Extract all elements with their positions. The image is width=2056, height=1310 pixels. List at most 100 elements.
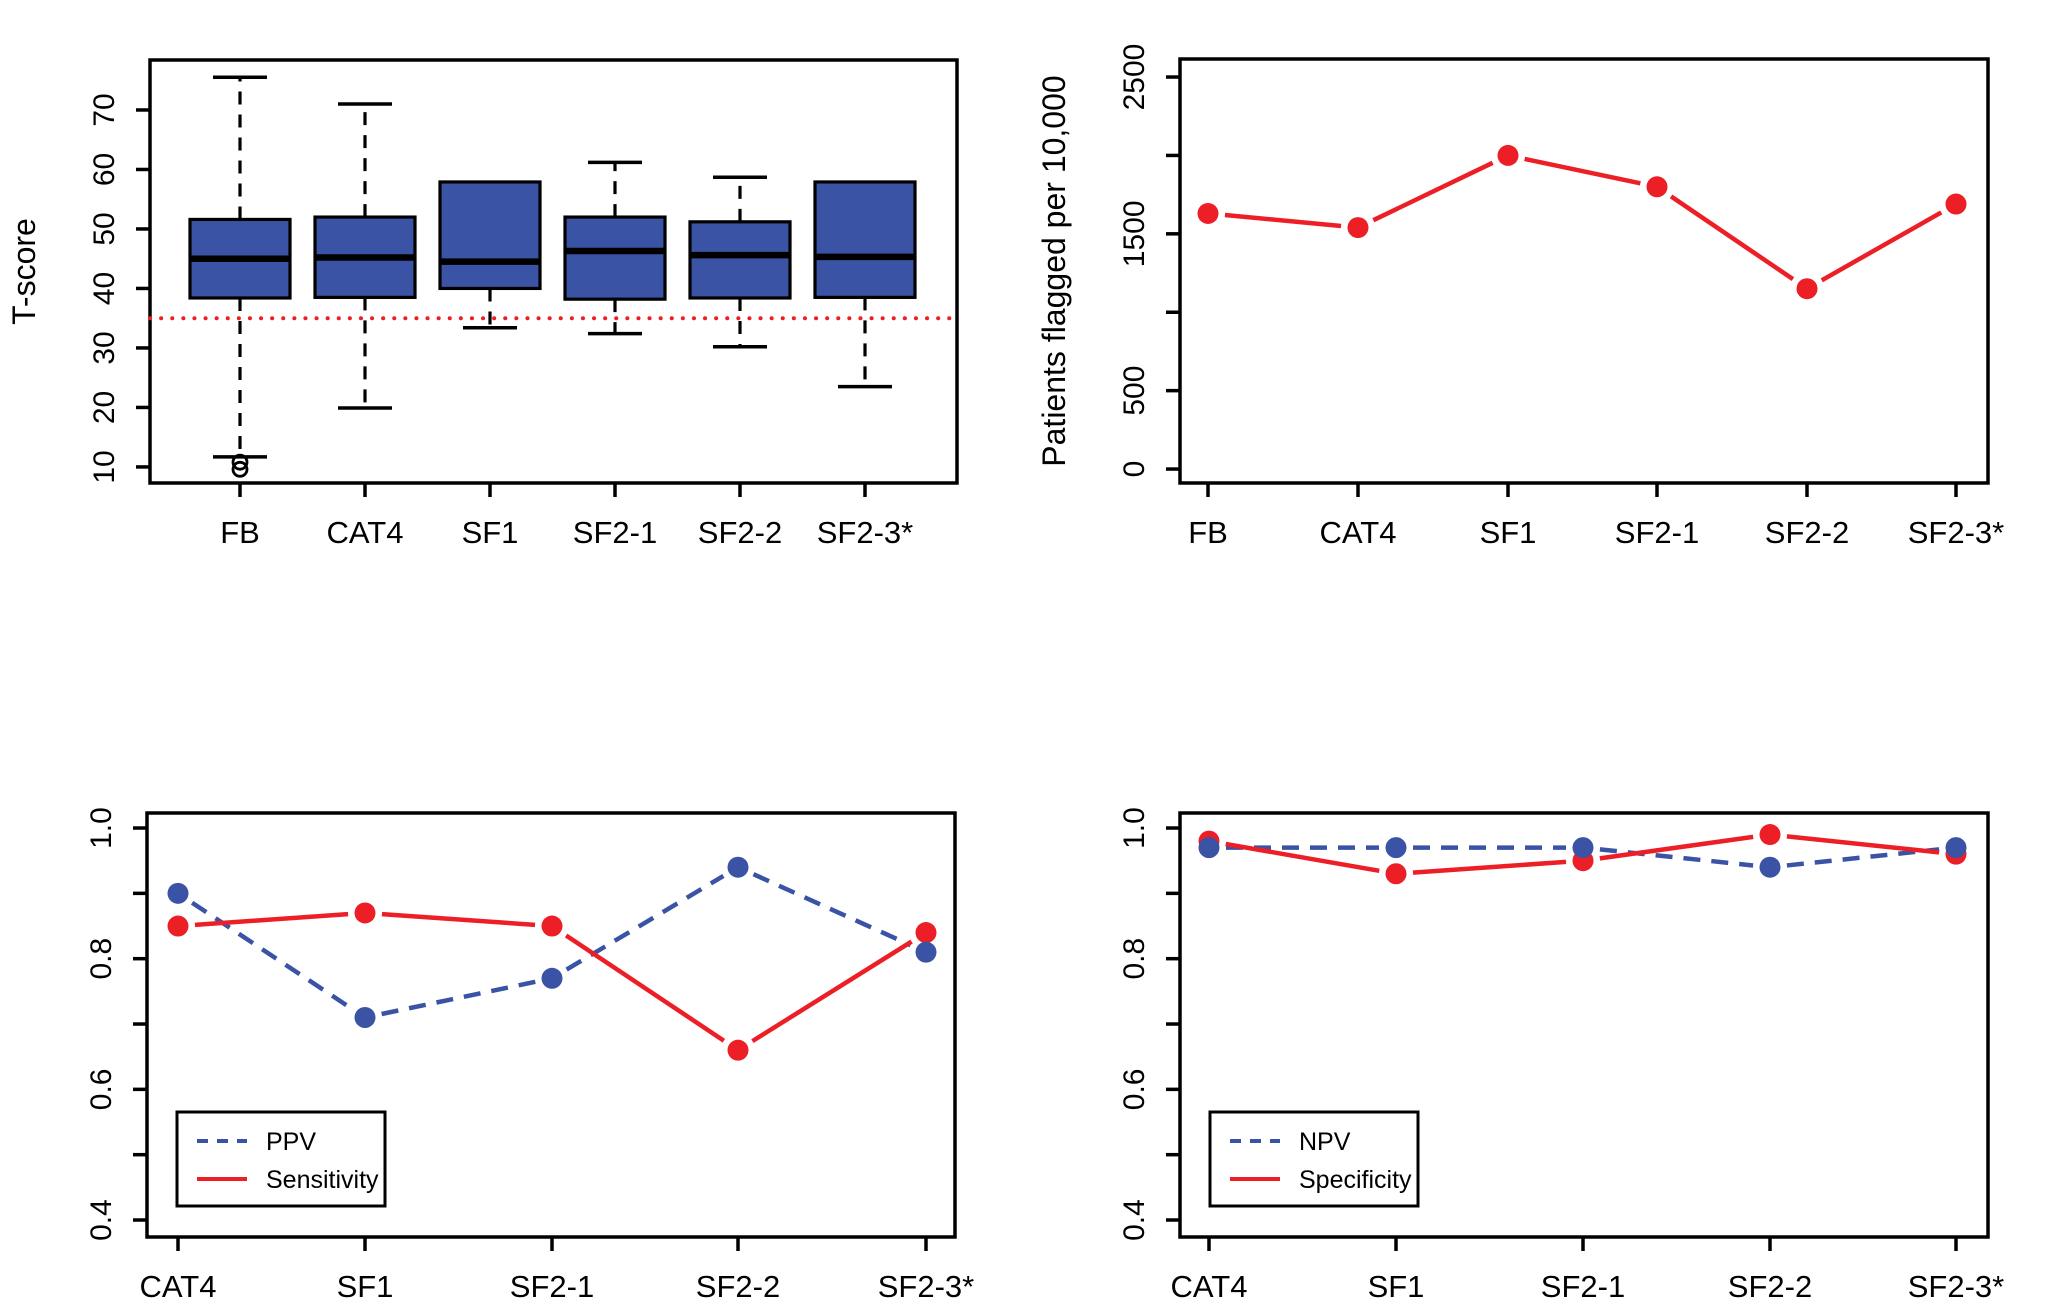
y-tick-label: 20 xyxy=(88,391,121,424)
y-tick-label: 1.0 xyxy=(1118,807,1151,849)
y-tick-label: 0.4 xyxy=(1118,1199,1151,1241)
y-tick-label: 0.4 xyxy=(85,1199,118,1241)
legend-label-Sensitivity: Sensitivity xyxy=(266,1166,379,1194)
panel-tscore-boxplot: 10 20 30 40 50 60 70 FB CAT4 SF1 SF2-1 SF2-2 SF2-3* T… xyxy=(6,58,959,550)
x-tick-label-SF2-2: SF2-2 xyxy=(698,515,782,550)
y-tick-label: 0.6 xyxy=(85,1068,118,1110)
line-segment xyxy=(564,933,726,1043)
x-tick-label-SF2-3*: SF2-3* xyxy=(817,515,913,550)
point-Patients flagged-SF1 xyxy=(1497,144,1519,166)
x-tick-label-SF2-1: SF2-1 xyxy=(573,515,657,550)
x-tick-label-SF2-2: SF2-2 xyxy=(1728,1269,1812,1304)
y-tick-label: 10 xyxy=(88,450,121,483)
point-Sensitivity-SF1 xyxy=(354,902,376,924)
x-tick-label-CAT4: CAT4 xyxy=(1171,1269,1248,1304)
y-tick-label: 70 xyxy=(88,93,121,126)
line-segment xyxy=(1412,859,1567,875)
x-tick-label-SF2-1: SF2-1 xyxy=(510,1269,594,1304)
y-tick-label: 60 xyxy=(88,153,121,186)
y-tick-label: 1500 xyxy=(1118,200,1151,267)
box-SF2-2 xyxy=(688,175,792,349)
x-tick-label-SF1: SF1 xyxy=(337,1269,394,1304)
line-segment xyxy=(190,900,353,1010)
point-Sensitivity-SF2-3* xyxy=(915,922,937,944)
y-tick-label: 1.0 xyxy=(85,807,118,849)
legend-box xyxy=(1208,1110,1420,1208)
series-line-Patients flagged xyxy=(1224,156,1943,283)
point-Patients flagged-SF2-2 xyxy=(1796,278,1818,300)
point-PPV-SF2-1 xyxy=(541,967,563,989)
x-tick-label-FB: FB xyxy=(1188,515,1228,550)
line-segment xyxy=(751,939,913,1044)
line-segment xyxy=(381,911,536,928)
line-segment xyxy=(1786,834,1940,855)
x-tick-label-SF2-1: SF2-1 xyxy=(1615,515,1699,550)
line-segment xyxy=(1599,834,1754,861)
x-tick-label-SF1: SF1 xyxy=(1480,515,1537,550)
y-tick-label: 30 xyxy=(88,331,121,364)
point-PPV-SF1 xyxy=(354,1006,376,1028)
box-CAT4 xyxy=(313,102,417,410)
y-axis-label: T-score xyxy=(6,218,42,325)
line-segment xyxy=(1224,212,1342,229)
point-Patients flagged-CAT4 xyxy=(1347,217,1369,239)
legend-label-Specificity: Specificity xyxy=(1299,1166,1412,1194)
x-tick-label-CAT4: CAT4 xyxy=(140,1269,217,1304)
box-SF2-3* xyxy=(813,180,917,389)
series-points-Patients flagged xyxy=(1197,144,1967,300)
series-points-NPV xyxy=(1198,837,1967,878)
point-NPV-CAT4 xyxy=(1198,837,1220,859)
box-SF2-1 xyxy=(563,160,667,336)
panel-npv-specificity: 0.4 0.6 0.8 1.0 CAT4 SF1 SF2-1 SF2-2 SF2-3* NPV Sp… xyxy=(1118,807,2004,1304)
series-points-PPV xyxy=(167,856,937,1028)
point-Patients flagged-SF2-3* xyxy=(1945,193,1967,215)
plot-frame xyxy=(1178,57,1990,485)
y-tick-label: 500 xyxy=(1118,366,1151,416)
line-segment xyxy=(1786,847,1940,868)
line-segment xyxy=(1225,841,1380,874)
x-tick-label-SF2-3*: SF2-3* xyxy=(1908,515,2004,550)
panel-patients-flagged: 0 500 1500 2500 FB CAT4 SF1 SF2-1 SF2-2 SF2-3* Pat… xyxy=(1036,44,2004,550)
line-segment xyxy=(565,874,725,972)
line-segment xyxy=(1524,156,1641,186)
series-points-Sensitivity xyxy=(167,902,937,1061)
x-tick-label-CAT4: CAT4 xyxy=(1320,515,1397,550)
point-PPV-CAT4 xyxy=(167,882,189,904)
point-Specificity-SF2-2 xyxy=(1759,824,1781,846)
series-line-NPV xyxy=(1226,845,1940,868)
point-Patients flagged-SF2-1 xyxy=(1646,176,1668,198)
x-tick-label-SF2-3*: SF2-3* xyxy=(878,1269,974,1304)
point-NPV-SF2-3* xyxy=(1945,837,1967,859)
point-Sensitivity-SF2-1 xyxy=(541,915,563,937)
y-tick-label: 0 xyxy=(1118,461,1151,478)
line-segment xyxy=(1669,194,1795,282)
box-FB xyxy=(188,75,292,478)
line-segment xyxy=(752,872,912,948)
iqr-box xyxy=(688,220,792,300)
point-Sensitivity-SF2-2 xyxy=(727,1039,749,1061)
series-line-PPV xyxy=(190,872,912,1017)
x-tick-label-FB: FB xyxy=(220,515,260,550)
x-tick-label-SF2-3*: SF2-3* xyxy=(1908,1269,2004,1304)
point-Sensitivity-CAT4 xyxy=(167,915,189,937)
line-segment xyxy=(194,911,349,928)
point-NPV-SF2-1 xyxy=(1572,837,1594,859)
outlier-point xyxy=(231,453,249,471)
legend-box xyxy=(175,1110,387,1208)
x-tick-label-CAT4: CAT4 xyxy=(327,515,404,550)
y-tick-label: 40 xyxy=(88,272,121,305)
line-segment xyxy=(1372,160,1494,223)
point-NPV-SF2-2 xyxy=(1759,856,1781,878)
legend-label-NPV: NPV xyxy=(1299,1128,1351,1156)
y-axis-label: Patients flagged per 10,000 xyxy=(1036,75,1072,466)
legend: NPV Specificity xyxy=(1208,1110,1420,1208)
point-NPV-SF1 xyxy=(1385,837,1407,859)
point-PPV-SF2-2 xyxy=(727,856,749,878)
point-Patients flagged-FB xyxy=(1197,202,1219,224)
line-segment xyxy=(1820,210,1943,283)
y-tick-label: 0.8 xyxy=(1118,938,1151,980)
y-tick-label: 50 xyxy=(88,212,121,245)
x-tick-label-SF2-2: SF2-2 xyxy=(696,1269,780,1304)
series-line-Sensitivity xyxy=(194,911,913,1044)
x-tick-label-SF1: SF1 xyxy=(1368,1269,1425,1304)
